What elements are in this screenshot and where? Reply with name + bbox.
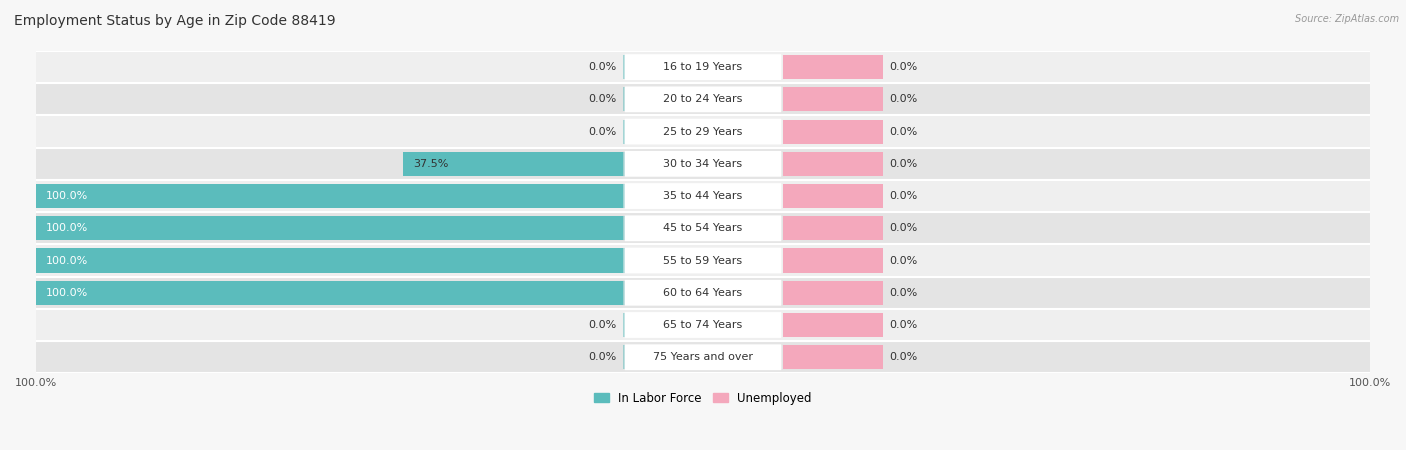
Bar (37, 184, 623, 208)
Bar (783, 281, 883, 305)
Bar (37, 244, 1369, 277)
Bar (37, 148, 1369, 180)
Text: 0.0%: 0.0% (588, 126, 616, 137)
FancyBboxPatch shape (624, 312, 782, 338)
Bar (37, 83, 1369, 116)
Text: 20 to 24 Years: 20 to 24 Years (664, 94, 742, 104)
Text: 0.0%: 0.0% (890, 94, 918, 104)
Text: 25 to 29 Years: 25 to 29 Years (664, 126, 742, 137)
Bar (37, 180, 1369, 212)
FancyBboxPatch shape (624, 344, 782, 370)
Bar (623, 345, 703, 369)
Bar (783, 313, 883, 337)
FancyBboxPatch shape (624, 54, 782, 80)
Text: 0.0%: 0.0% (890, 320, 918, 330)
Bar (623, 281, 703, 305)
Text: 0.0%: 0.0% (890, 256, 918, 266)
Bar (37, 216, 623, 240)
Text: 0.0%: 0.0% (890, 223, 918, 233)
Text: 100.0%: 100.0% (46, 256, 89, 266)
Bar (623, 87, 703, 112)
Text: 0.0%: 0.0% (890, 352, 918, 362)
Bar (783, 55, 883, 79)
Text: Source: ZipAtlas.com: Source: ZipAtlas.com (1295, 14, 1399, 23)
FancyBboxPatch shape (624, 86, 782, 112)
Bar (623, 216, 703, 240)
Bar (783, 184, 883, 208)
Text: 0.0%: 0.0% (890, 126, 918, 137)
Bar (623, 184, 703, 208)
Bar (37, 248, 623, 273)
Bar (37, 212, 1369, 244)
Bar (783, 87, 883, 112)
Legend: In Labor Force, Unemployed: In Labor Force, Unemployed (589, 387, 817, 410)
FancyBboxPatch shape (624, 216, 782, 241)
Text: 55 to 59 Years: 55 to 59 Years (664, 256, 742, 266)
Text: 100.0%: 100.0% (46, 288, 89, 298)
FancyBboxPatch shape (624, 280, 782, 306)
Bar (37, 116, 1369, 148)
Text: 45 to 54 Years: 45 to 54 Years (664, 223, 742, 233)
Text: 35 to 44 Years: 35 to 44 Years (664, 191, 742, 201)
Bar (404, 152, 623, 176)
Bar (37, 277, 1369, 309)
Text: 60 to 64 Years: 60 to 64 Years (664, 288, 742, 298)
Text: 37.5%: 37.5% (413, 159, 449, 169)
Text: 0.0%: 0.0% (588, 62, 616, 72)
FancyBboxPatch shape (624, 151, 782, 177)
Text: 0.0%: 0.0% (588, 320, 616, 330)
Bar (783, 120, 883, 144)
Bar (783, 216, 883, 240)
Text: 0.0%: 0.0% (588, 352, 616, 362)
FancyBboxPatch shape (624, 183, 782, 209)
Text: Employment Status by Age in Zip Code 88419: Employment Status by Age in Zip Code 884… (14, 14, 336, 27)
Text: 100.0%: 100.0% (46, 223, 89, 233)
Bar (783, 345, 883, 369)
Bar (623, 313, 703, 337)
Text: 65 to 74 Years: 65 to 74 Years (664, 320, 742, 330)
Text: 100.0%: 100.0% (46, 191, 89, 201)
Bar (623, 55, 703, 79)
Bar (623, 120, 703, 144)
Text: 0.0%: 0.0% (890, 191, 918, 201)
Text: 0.0%: 0.0% (588, 94, 616, 104)
Bar (37, 51, 1369, 83)
Text: 0.0%: 0.0% (890, 288, 918, 298)
Text: 16 to 19 Years: 16 to 19 Years (664, 62, 742, 72)
Bar (37, 281, 623, 305)
FancyBboxPatch shape (624, 248, 782, 274)
Bar (37, 341, 1369, 374)
Bar (623, 152, 703, 176)
Bar (783, 248, 883, 273)
Text: 75 Years and over: 75 Years and over (652, 352, 754, 362)
Text: 30 to 34 Years: 30 to 34 Years (664, 159, 742, 169)
Text: 0.0%: 0.0% (890, 159, 918, 169)
Text: 0.0%: 0.0% (890, 62, 918, 72)
Bar (37, 309, 1369, 341)
Bar (783, 152, 883, 176)
FancyBboxPatch shape (624, 119, 782, 144)
Bar (623, 248, 703, 273)
